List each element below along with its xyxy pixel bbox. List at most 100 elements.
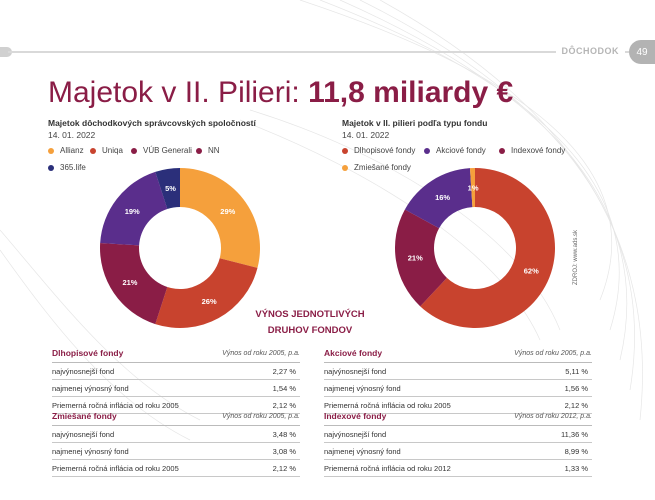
legend-item-dlhopisove: Dlhopisové fondy	[342, 146, 415, 155]
legend-label: Akciové fondy	[436, 146, 486, 155]
donut-slice	[180, 168, 260, 268]
legend-dot	[90, 147, 96, 154]
donut-slice-label: 26%	[202, 297, 217, 306]
row-label: najvýnosnejší fond	[52, 362, 206, 380]
donut-slice-label: 29%	[220, 207, 235, 216]
donut-slice	[395, 209, 447, 307]
table-row: najmenej výnosný fond 8,99 %	[324, 442, 592, 460]
donut-slice	[155, 168, 180, 210]
returns-heading-line2: DRUHOV FONDOV	[267, 325, 353, 336]
table-row: najmenej výnosný fond 1,56 %	[324, 379, 592, 397]
donut-slice	[155, 258, 258, 328]
left-chart-date: 14. 01. 2022	[48, 130, 96, 140]
table-subtitle: Výnos od roku 2005, p.a.	[205, 347, 300, 363]
header-rule	[8, 51, 629, 53]
legend-dot	[196, 147, 202, 154]
table-row: najvýnosnejší fond 3,48 %	[52, 425, 300, 443]
row-label: najvýnosnejší fond	[324, 425, 491, 443]
returns-heading: VÝNOS JEDNOTLIVÝCH DRUHOV FONDOV	[230, 307, 390, 339]
right-donut-chart: 62% 21% 16% 1%	[395, 168, 555, 328]
table-title: Akciové fondy	[324, 347, 491, 363]
row-label: najvýnosnejší fond	[52, 425, 206, 443]
left-chart-title: Majetok dôchodkových správcovských spolo…	[48, 118, 256, 128]
legend-item-365-life: 365.life	[48, 163, 86, 172]
legend-label: Uniqa	[102, 146, 123, 155]
legend-item-uniqa: Uniqa	[90, 146, 123, 155]
legend-dot	[342, 164, 348, 171]
table-subtitle: Výnos od roku 2005, p.a.	[490, 347, 592, 363]
table-title: Indexové fondy	[324, 410, 491, 426]
row-value: 1,33 %	[490, 459, 592, 477]
donut-slice-label: 5%	[165, 184, 176, 193]
donut-slice	[100, 242, 168, 325]
source-credit: ZDROJ: www.ads.sk	[573, 229, 579, 285]
page-title: Majetok v II. Pilieri: 11,8 miliardy €	[48, 76, 513, 110]
row-label: najmenej výnosný fond	[324, 442, 491, 460]
row-label: Priemerná ročná inflácia od roku 2005	[52, 459, 206, 477]
table-title: Dlhopisové fondy	[52, 347, 206, 363]
row-label: Priemerná ročná inflácia od roku 2012	[324, 459, 491, 477]
row-label: najvýnosnejší fond	[324, 362, 491, 380]
legend-item-zmiesane: Zmiešané fondy	[342, 163, 411, 172]
row-value: 1,56 %	[490, 379, 592, 397]
legend-item-akciove: Akciové fondy	[424, 146, 486, 155]
table-subtitle: Výnos od roku 2012, p.a.	[490, 410, 592, 426]
row-value: 8,99 %	[490, 442, 592, 460]
donut-slice-label: 21%	[122, 278, 137, 287]
legend-dot	[342, 147, 348, 154]
row-value: 2,27 %	[205, 362, 300, 380]
legend-dot	[48, 147, 54, 154]
donut-slice-label: 21%	[408, 253, 423, 262]
legend-label: NN	[208, 146, 220, 155]
left-donut-chart: 29% 26% 21% 19% 5%	[100, 168, 260, 328]
table-title: Zmiešané fondy	[52, 410, 206, 426]
title-prefix: Majetok v II. Pilieri:	[48, 76, 309, 109]
right-chart-date: 14. 01. 2022	[342, 130, 390, 140]
row-label: najmenej výnosný fond	[324, 379, 491, 397]
legend-label: 365.life	[60, 163, 86, 172]
legend-dot	[48, 164, 54, 171]
donut-slice-label: 16%	[435, 193, 450, 202]
legend-label: Indexové fondy	[511, 146, 566, 155]
legend-dot	[424, 147, 430, 154]
right-chart-title: Majetok v II. pilieri podľa typu fondu	[342, 118, 488, 128]
table-row: najvýnosnejší fond 2,27 %	[52, 362, 300, 380]
legend-dot	[131, 147, 137, 154]
table-row: najmenej výnosný fond 1,54 %	[52, 379, 300, 397]
page-number: 49	[629, 40, 655, 64]
row-label: najmenej výnosný fond	[52, 379, 206, 397]
donut-slice-label: 1%	[468, 184, 479, 193]
donut-slice	[469, 168, 475, 208]
donut-slice	[100, 171, 168, 246]
legend-label: Zmiešané fondy	[354, 163, 411, 172]
donut-slice-label: 19%	[125, 207, 140, 216]
legend-label: VÚB Generali	[143, 146, 192, 155]
section-label: DÔCHODOK	[555, 46, 625, 56]
table-row: najmenej výnosný fond 3,08 %	[52, 442, 300, 460]
legend-item-vub-generali: VÚB Generali	[131, 146, 192, 155]
table-indexove: Indexové fondy Výnos od roku 2012, p.a. n…	[324, 410, 592, 477]
legend-dot	[499, 147, 505, 154]
row-value: 5,11 %	[490, 362, 592, 380]
legend-label: Dlhopisové fondy	[354, 146, 416, 155]
table-row: Priemerná ročná inflácia od roku 2012 1,3…	[324, 459, 592, 477]
legend-label: Allianz	[60, 146, 84, 155]
header-left-cap	[0, 47, 12, 57]
donut-slice	[404, 168, 473, 229]
row-value: 1,54 %	[205, 379, 300, 397]
legend-item-nn: NN	[196, 146, 220, 155]
row-label: najmenej výnosný fond	[52, 442, 206, 460]
legend-item-indexove: Indexové fondy	[499, 146, 565, 155]
title-value: 11,8 miliardy €	[308, 76, 514, 109]
donut-slice	[420, 168, 555, 328]
donut-slice-label: 62%	[524, 266, 539, 275]
row-value: 3,48 %	[205, 425, 300, 443]
row-value: 2,12 %	[205, 459, 300, 477]
table-row: najvýnosnejší fond 11,36 %	[324, 425, 592, 443]
table-dlhopisove: Dlhopisové fondy Výnos od roku 2005, p.a.…	[52, 347, 300, 414]
table-subtitle: Výnos od roku 2005, p.a.	[205, 410, 300, 426]
table-row: najvýnosnejší fond 5,11 %	[324, 362, 592, 380]
legend-item-allianz: Allianz	[48, 146, 84, 155]
table-akciove: Akciové fondy Výnos od roku 2005, p.a. na…	[324, 347, 592, 414]
row-value: 3,08 %	[205, 442, 300, 460]
